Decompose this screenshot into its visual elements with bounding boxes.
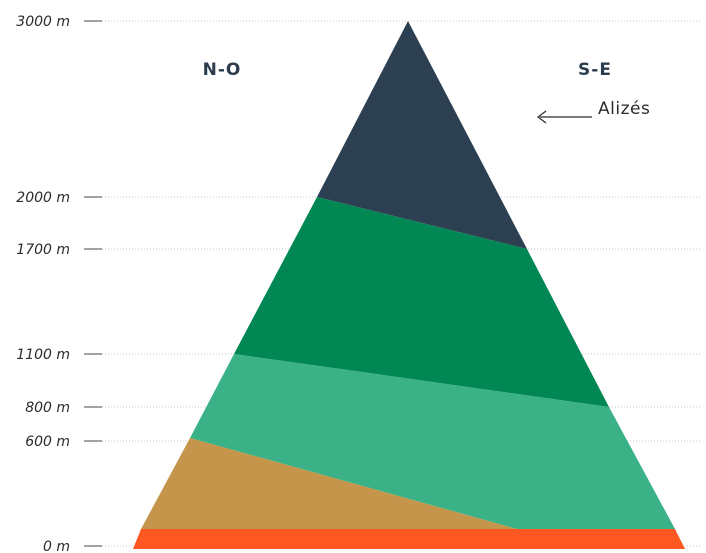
zone-summit	[317, 21, 527, 249]
side-label-southeast: S-E	[578, 60, 612, 80]
altitude-label-2000: 2000 m	[16, 190, 70, 206]
zone-mid-forest	[190, 354, 675, 529]
altitude-label-0: 0 m	[43, 539, 70, 553]
altitude-label-600: 600 m	[25, 434, 70, 450]
altitude-label-1700: 1700 m	[16, 242, 70, 258]
altitude-label-1100: 1100 m	[16, 347, 70, 363]
wind-label: Alizés	[598, 99, 650, 119]
mountain-profile	[133, 21, 685, 549]
altitude-label-3000: 3000 m	[16, 14, 70, 30]
zone-upper-forest	[234, 197, 609, 407]
wind-arrow-icon	[537, 110, 592, 124]
zone-coast	[133, 529, 685, 549]
zone-dry-lowland	[141, 438, 517, 529]
altitude-label-800: 800 m	[25, 400, 70, 416]
side-label-northwest: N-O	[203, 60, 242, 80]
